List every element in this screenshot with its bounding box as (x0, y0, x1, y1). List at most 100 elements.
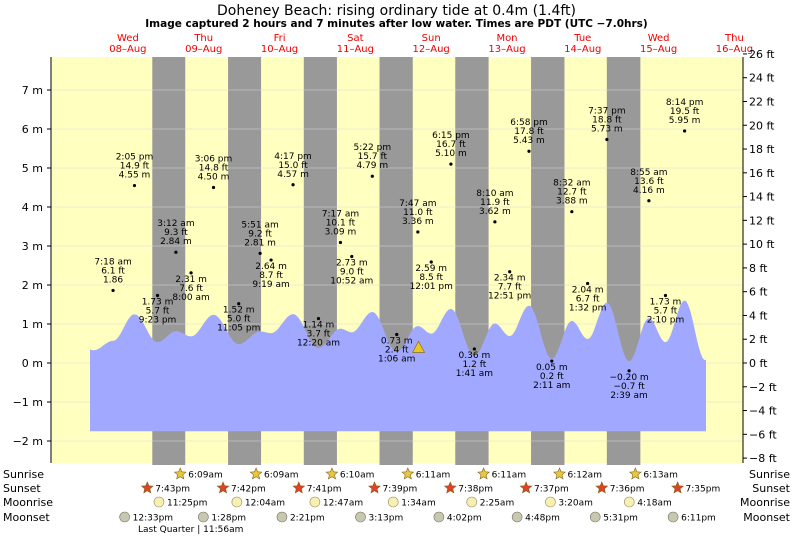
tide-feet: 11.0 ft (403, 208, 433, 218)
night-band-edge (379, 463, 413, 465)
tide-feet: −0.7 ft (613, 382, 645, 392)
tide-feet: 0.2 ft (540, 372, 564, 382)
tide-meters: 4.57 m (277, 170, 309, 180)
day-name: Wed (648, 33, 670, 44)
tide-point (663, 293, 668, 298)
sunset-icon (140, 481, 154, 494)
moonset-event: 4:02pm (433, 511, 482, 524)
moonrise-event: 1:34am (387, 496, 436, 509)
tide-feet: 7.6 ft (179, 284, 203, 294)
moonset-time: 4:02pm (447, 514, 482, 524)
tide-feet: 5.7 ft (654, 307, 678, 317)
tide-point (416, 230, 420, 234)
right-tick-label: 22 ft (749, 95, 775, 108)
left-tick-label: 6 m (22, 123, 43, 136)
tide-feet: 9.3 ft (164, 228, 188, 238)
day-date: 10–Aug (261, 44, 298, 55)
tide-meters: 2.73 m (336, 259, 368, 269)
tide-feet: 9.0 ft (340, 268, 364, 278)
tide-point (370, 174, 374, 178)
tide-meters: 3.36 m (402, 217, 434, 227)
sunrise-event: 6:12am (553, 467, 602, 481)
tide-label: 2.04 m6.7 ft1:32 pm (569, 285, 607, 313)
sunset-icon (595, 481, 609, 494)
tide-meters: 4.79 m (356, 161, 388, 171)
tide-point (586, 281, 590, 286)
sunrise-time: 6:13am (643, 471, 678, 481)
tide-time: 10:52 am (330, 277, 373, 287)
sunset-time: 7:42pm (231, 485, 266, 495)
moonrise-event: 3:20am (545, 496, 593, 509)
moon-phase-note: Last Quarter | 11:56am (138, 525, 243, 535)
tide-label: 3:12 am9.3 ft2.84 m (157, 219, 194, 247)
night-band-edge (303, 463, 337, 465)
left-tick-label: −2 m (13, 435, 43, 448)
day-name: Fri (274, 33, 286, 44)
moonrise-time: 1:34am (401, 499, 436, 509)
right-tick-label: 4 ft (749, 309, 768, 322)
sunrise-event: 6:13am (628, 467, 678, 481)
tide-time: 6:58 pm (510, 118, 548, 128)
day-date: 15–Aug (640, 44, 677, 55)
moonset-event: 1:28pm (198, 511, 246, 524)
tide-point (174, 250, 178, 254)
tide-feet: 18.8 ft (592, 116, 622, 126)
tide-feet: 7.7 ft (498, 283, 522, 293)
tide-feet: 2.4 ft (385, 346, 409, 356)
moonset-icon (589, 511, 601, 523)
tide-time: 11:05 pm (217, 324, 260, 334)
tide-feet: 8.5 ft (419, 273, 443, 283)
tide-time: 12:51 pm (488, 292, 531, 302)
sunset-event: 7:38pm (443, 481, 493, 495)
tide-feet: 6.1 ft (101, 266, 125, 276)
tide-feet: 8.7 ft (259, 271, 283, 281)
tide-time: 8:32 am (553, 179, 590, 189)
day-date: 08–Aug (109, 44, 146, 55)
moonset-icon (433, 511, 445, 523)
tide-point (605, 137, 609, 142)
sunset-event: 7:39pm (368, 481, 418, 495)
tide-meters: 2.81 m (244, 238, 276, 248)
tide-time: 5:51 am (241, 220, 278, 230)
day-labels: Wed08–AugThu09–AugFri10–AugSat11–AugSun1… (109, 33, 753, 55)
sunset-event: 7:42pm (216, 481, 266, 495)
moonset-icon (276, 511, 288, 523)
sunset-icon (443, 481, 457, 494)
sunset-event: 7:35pm (671, 481, 720, 495)
moonrise-event: 4:18am (623, 496, 672, 509)
tide-feet: 15.0 ft (278, 161, 308, 171)
moonset-time: 4:48pm (525, 514, 560, 524)
sunset-time: 7:39pm (383, 485, 418, 495)
tide-time: 2:05 pm (116, 153, 154, 163)
right-tick-label: −8 ft (749, 452, 777, 465)
tide-point (258, 251, 262, 256)
right-tick-label: 0 ft (749, 357, 768, 370)
tide-feet: 16.7 ft (436, 140, 466, 150)
tide-point (111, 288, 115, 293)
moonrise-event: 12:47am (309, 496, 363, 509)
left-tick-label: 3 m (22, 240, 43, 253)
day-name: Tue (573, 33, 591, 44)
tide-water-area (90, 300, 706, 432)
tide-point (527, 149, 531, 153)
sunset-time: 7:38pm (458, 485, 493, 495)
right-tick-label: 18 ft (749, 143, 775, 156)
tide-time: 5:22 pm (354, 143, 392, 153)
sunrise-time: 6:09am (264, 471, 299, 481)
sunrise-icon (173, 467, 187, 480)
day-date: 09–Aug (185, 44, 222, 55)
tide-meters: 1.73 m (650, 298, 682, 308)
sunrise-event: 6:11am (477, 467, 526, 481)
right-tick-label: 26 ft (749, 48, 775, 61)
sunset-time: 7:37pm (534, 485, 569, 495)
moonset-icon (511, 511, 523, 523)
row-label-left-moonset: Moonset (3, 511, 50, 524)
moonrise-icon (545, 496, 556, 508)
right-axis-feet: −8 ft −6 ft −4 ft −2 ft 0 ft 2 ft 4 ft 6 ft 8 ft… (742, 48, 777, 465)
